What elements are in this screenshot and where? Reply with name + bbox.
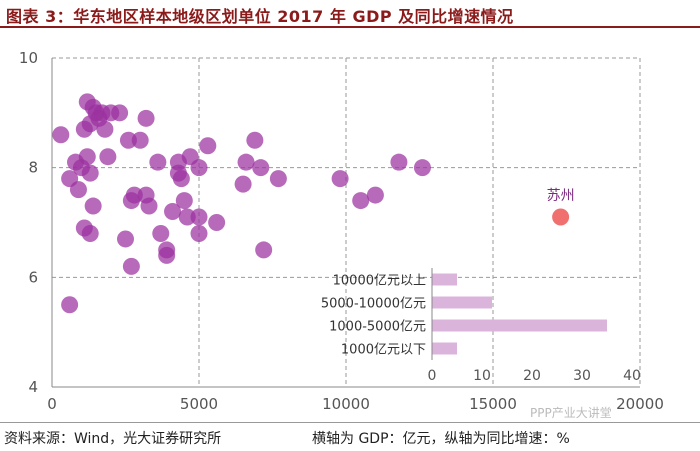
title-divider — [0, 26, 700, 28]
scatter-point — [190, 159, 208, 177]
y-tick-label: 8 — [28, 159, 38, 177]
footer-divider — [0, 422, 700, 423]
scatter-point — [366, 186, 384, 204]
scatter-point — [190, 208, 208, 226]
x-tick-label: 15000 — [469, 395, 517, 413]
scatter-point — [246, 131, 264, 149]
scatter-point — [199, 137, 217, 155]
scatter-point — [131, 131, 149, 149]
scatter-point — [149, 153, 167, 171]
scatter-point — [137, 109, 155, 127]
inset-tick-label: 20 — [523, 368, 541, 384]
inset-bar — [432, 273, 457, 286]
inset-tick-label: 0 — [428, 368, 437, 384]
scatter-point — [269, 170, 287, 188]
footer: 资料来源：Wind，光大证券研究所 横轴为 GDP：亿元，纵轴为同比增速：% — [0, 422, 700, 451]
scatter-point — [140, 197, 158, 215]
scatter-point — [175, 192, 193, 210]
scatter-point — [152, 224, 170, 242]
scatter-point — [352, 192, 370, 210]
x-tick-label: 10000 — [322, 395, 370, 413]
scatter-point — [119, 131, 137, 149]
scatter-point — [99, 148, 117, 166]
scatter-point — [111, 104, 129, 122]
source-note: 资料来源：Wind，光大证券研究所 — [4, 431, 222, 447]
inset-tick-label: 40 — [623, 368, 641, 384]
inset-bar — [432, 342, 457, 355]
inset-bar — [432, 296, 492, 309]
scatter-point — [61, 296, 79, 314]
x-tick-label: 0 — [47, 395, 57, 413]
y-tick-label: 6 — [28, 268, 38, 286]
scatter-point — [117, 230, 134, 248]
scatter-point — [52, 126, 70, 144]
inset-tick-label: 10 — [473, 368, 491, 384]
scatter-point — [413, 159, 431, 177]
scatter-point — [84, 197, 102, 215]
scatter-point — [255, 241, 273, 259]
scatter-point — [172, 170, 190, 188]
scatter-point — [164, 203, 182, 221]
scatter-point — [81, 224, 99, 242]
inset-category-label: 10000亿元以上 — [333, 274, 426, 289]
scatter-point — [390, 153, 408, 171]
scatter-point — [69, 181, 87, 199]
inset-category-label: 5000-10000亿元 — [321, 297, 426, 312]
inset-category-label: 1000-5000亿元 — [329, 320, 426, 335]
chart-title: 图表 3：华东地区样本地级区划单位 2017 年 GDP 及同比增速情况 — [6, 7, 514, 26]
scatter-point — [252, 159, 270, 177]
inset-category-label: 1000亿元以下 — [341, 343, 426, 358]
scatter-point — [331, 170, 349, 188]
suzhou-point — [552, 208, 570, 226]
scatter-point — [122, 257, 140, 275]
inset-tick-label: 30 — [573, 368, 591, 384]
y-tick-label: 4 — [28, 378, 38, 396]
scatter-point — [208, 214, 226, 231]
scatter-point — [237, 153, 255, 171]
x-tick-label: 20000 — [616, 395, 664, 413]
y-tick-label: 10 — [19, 49, 38, 67]
inset-bar — [432, 319, 607, 332]
axis-note: 横轴为 GDP：亿元，纵轴为同比增速：% — [312, 431, 570, 447]
scatter-point — [158, 246, 176, 264]
scatter-point — [81, 164, 99, 182]
scatter-point — [178, 208, 196, 226]
watermark-text: PPP产业大讲堂 — [530, 406, 612, 420]
x-tick-label: 5000 — [180, 395, 218, 413]
scatter-point — [96, 120, 114, 138]
scatter-point — [122, 192, 140, 210]
scatter-point — [234, 175, 252, 193]
suzhou-label: 苏州 — [547, 188, 575, 204]
scatter-point — [190, 224, 208, 242]
